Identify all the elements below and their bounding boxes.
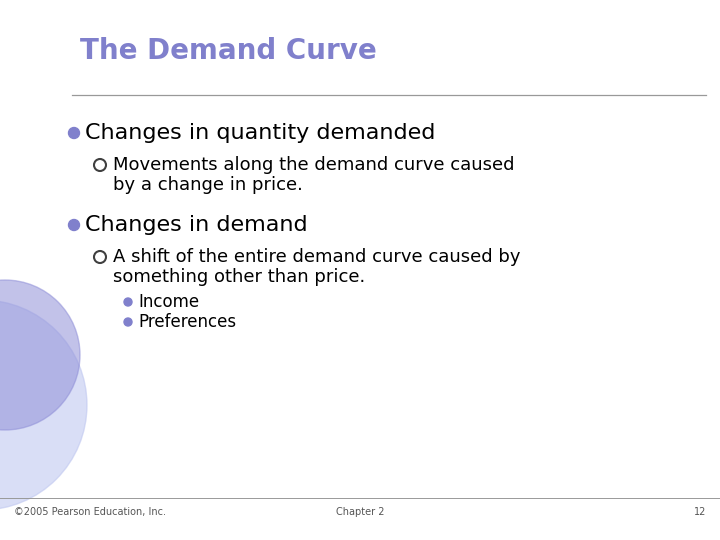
- Circle shape: [124, 318, 132, 326]
- Text: something other than price.: something other than price.: [113, 268, 365, 286]
- Text: Chapter 2: Chapter 2: [336, 507, 384, 517]
- Text: Changes in quantity demanded: Changes in quantity demanded: [85, 123, 436, 143]
- Text: A shift of the entire demand curve caused by: A shift of the entire demand curve cause…: [113, 248, 521, 266]
- Text: by a change in price.: by a change in price.: [113, 176, 303, 194]
- Circle shape: [0, 280, 80, 430]
- Text: Movements along the demand curve caused: Movements along the demand curve caused: [113, 156, 515, 174]
- Text: 12: 12: [693, 507, 706, 517]
- Circle shape: [0, 300, 87, 510]
- Text: Changes in demand: Changes in demand: [85, 215, 307, 235]
- Text: Income: Income: [138, 293, 199, 311]
- Text: The Demand Curve: The Demand Curve: [80, 37, 377, 65]
- Text: Preferences: Preferences: [138, 313, 236, 331]
- Circle shape: [124, 298, 132, 306]
- Circle shape: [68, 219, 79, 231]
- Text: ©2005 Pearson Education, Inc.: ©2005 Pearson Education, Inc.: [14, 507, 166, 517]
- Circle shape: [68, 127, 79, 138]
